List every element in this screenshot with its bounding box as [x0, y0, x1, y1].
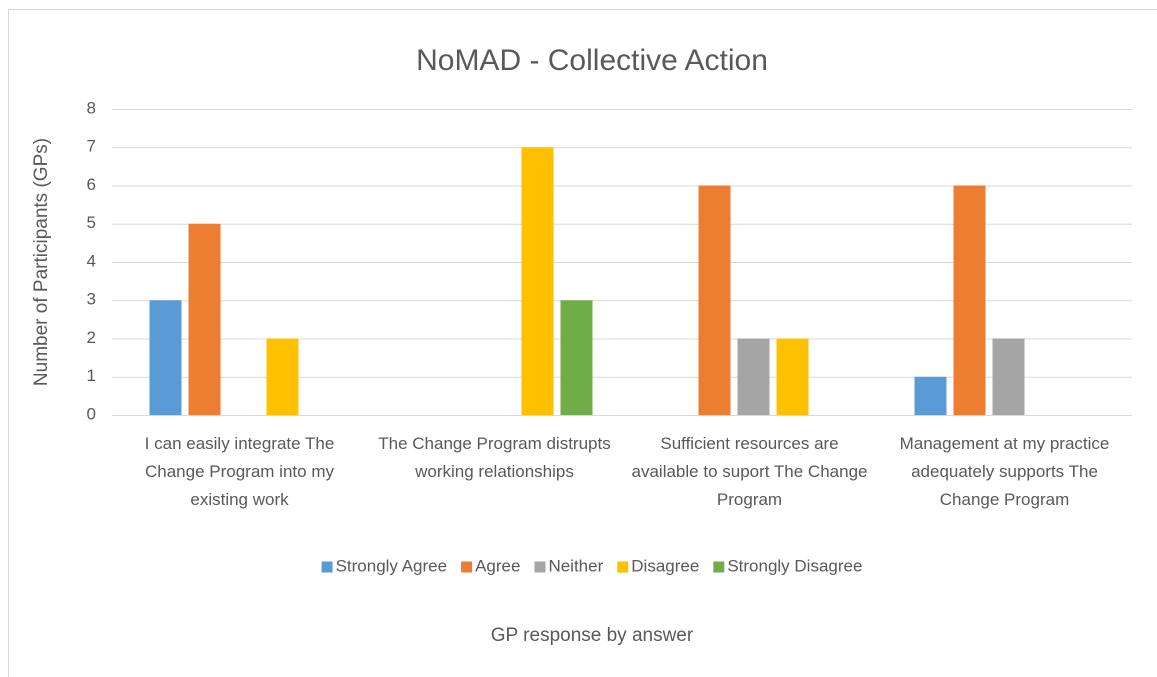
legend-swatch	[461, 561, 473, 573]
legend-label: Neither	[548, 556, 603, 575]
y-tick-label: 6	[87, 175, 96, 194]
x-tick-label: Sufficient resources are available to su…	[631, 434, 868, 509]
legend-swatch	[534, 561, 546, 573]
legend-swatch	[321, 561, 333, 573]
bar	[737, 338, 770, 415]
y-tick-label: 7	[87, 137, 96, 156]
bar	[188, 223, 221, 415]
bar	[521, 147, 554, 415]
y-tick-label: 5	[87, 213, 96, 232]
bar	[560, 300, 593, 415]
x-axis-label: GP response by answer	[491, 625, 694, 646]
legend-label: Strongly Agree	[336, 556, 448, 575]
legend-label: Strongly Disagree	[727, 556, 862, 575]
bar	[914, 376, 947, 415]
y-tick-label: 2	[87, 328, 96, 347]
bar	[698, 185, 731, 415]
y-tick-label: 8	[87, 98, 96, 117]
y-tick-label: 0	[87, 404, 96, 423]
bar	[992, 338, 1025, 415]
chart-title: NoMAD - Collective Action	[416, 44, 768, 77]
y-axis-label: Number of Participants (GPs)	[31, 138, 52, 386]
y-tick-label: 3	[87, 290, 96, 309]
bar	[266, 338, 299, 415]
x-tick-label: Management at my practice adequately sup…	[899, 434, 1110, 509]
y-tick-label: 1	[87, 366, 96, 385]
legend-swatch	[713, 561, 725, 573]
bar	[149, 300, 182, 415]
y-tick-label: 4	[87, 251, 96, 270]
bar	[776, 338, 809, 415]
x-tick-label: The Change Program distrupts working rel…	[378, 434, 611, 481]
bar	[953, 185, 986, 415]
x-tick-label: I can easily integrate The Change Progra…	[144, 434, 335, 509]
legend-label: Agree	[475, 556, 520, 575]
legend-swatch	[617, 561, 629, 573]
legend-label: Disagree	[631, 556, 699, 575]
